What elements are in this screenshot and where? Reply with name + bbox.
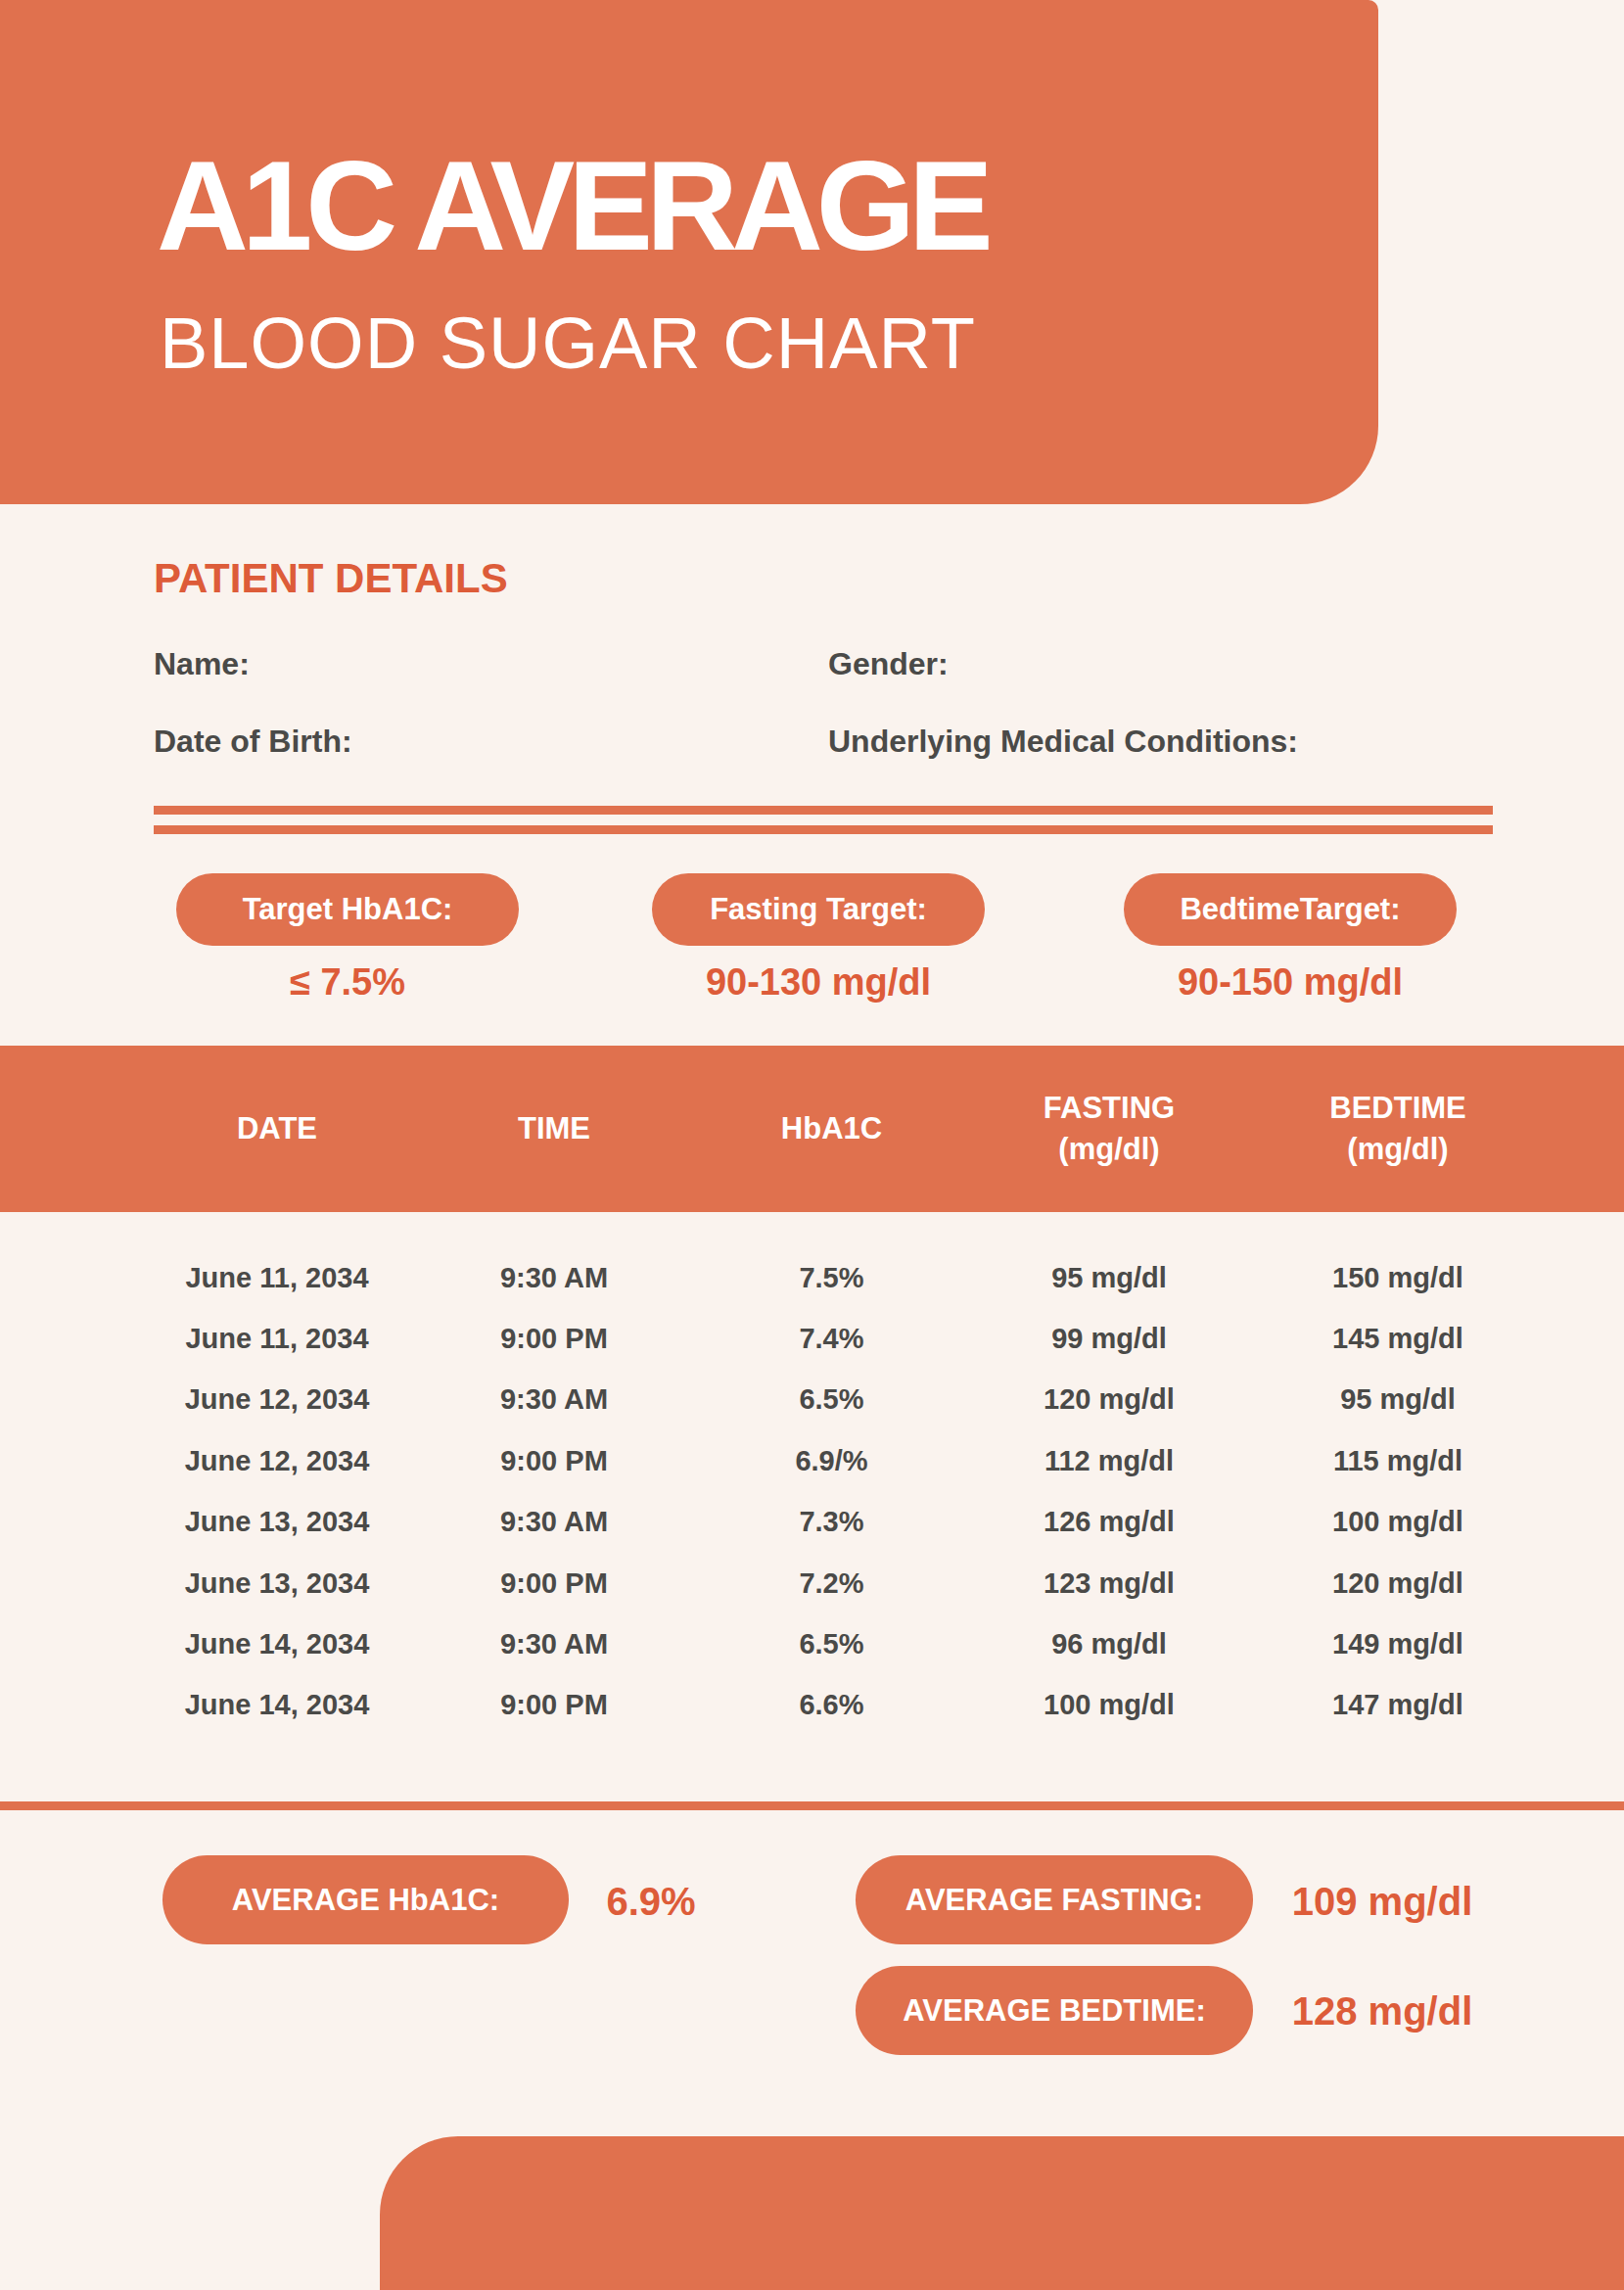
bedtime-target-value: 90-150 mg/dl: [1124, 961, 1457, 1003]
header-banner: A1C AVERAGE BLOOD SUGAR CHART: [0, 0, 1378, 504]
average-hba1c-pill: AVERAGE HbA1C:: [162, 1855, 569, 1944]
bedtime-cell: 100 mg/dl: [1249, 1508, 1547, 1536]
date-cell: June 12, 2034: [140, 1385, 414, 1414]
fasting-cell: 120 mg/dl: [969, 1385, 1249, 1414]
section-divider-line: [0, 1801, 1624, 1810]
time-cell: 9:00 PM: [414, 1691, 694, 1719]
table-row: June 13, 2034 9:00 PM 7.2% 123 mg/dl 120…: [0, 1553, 1624, 1613]
bedtime-cell: 150 mg/dl: [1249, 1264, 1547, 1292]
bedtime-cell: 120 mg/dl: [1249, 1569, 1547, 1598]
hba1c-cell: 6.5%: [694, 1385, 969, 1414]
fasting-cell: 126 mg/dl: [969, 1508, 1249, 1536]
fasting-target-label: Fasting Target:: [710, 892, 927, 927]
target-hba1c-pill: Target HbA1C:: [176, 873, 519, 946]
patient-details-heading: PATIENT DETAILS: [154, 558, 508, 599]
average-bedtime-value: 128 mg/dl: [1273, 1991, 1492, 2031]
fasting-cell: 95 mg/dl: [969, 1264, 1249, 1292]
column-header-date: DATE: [140, 1108, 414, 1149]
hba1c-cell: 6.9/%: [694, 1447, 969, 1475]
date-cell: June 11, 2034: [140, 1264, 414, 1292]
table-row: June 12, 2034 9:30 AM 6.5% 120 mg/dl 95 …: [0, 1370, 1624, 1430]
table-row: June 12, 2034 9:00 PM 6.9/% 112 mg/dl 11…: [0, 1430, 1624, 1491]
fasting-cell: 112 mg/dl: [969, 1447, 1249, 1475]
medical-conditions-label: Underlying Medical Conditions:: [828, 725, 1298, 757]
column-header-hba1c: HbA1C: [694, 1108, 969, 1149]
fasting-cell: 99 mg/dl: [969, 1325, 1249, 1353]
hba1c-cell: 7.3%: [694, 1508, 969, 1536]
table-row: June 13, 2034 9:30 AM 7.3% 126 mg/dl 100…: [0, 1492, 1624, 1553]
name-label: Name:: [154, 648, 250, 679]
hba1c-cell: 6.6%: [694, 1691, 969, 1719]
footer-banner: [380, 2136, 1624, 2290]
time-cell: 9:30 AM: [414, 1385, 694, 1414]
average-fasting-label: AVERAGE FASTING:: [905, 1883, 1203, 1918]
average-fasting-value: 109 mg/dl: [1273, 1882, 1492, 1921]
table-row: June 14, 2034 9:00 PM 6.6% 100 mg/dl 147…: [0, 1675, 1624, 1736]
gender-label: Gender:: [828, 648, 949, 679]
bedtime-cell: 95 mg/dl: [1249, 1385, 1547, 1414]
readings-table: June 11, 2034 9:30 AM 7.5% 95 mg/dl 150 …: [0, 1247, 1624, 1736]
average-fasting-pill: AVERAGE FASTING:: [856, 1855, 1253, 1944]
hba1c-cell: 6.5%: [694, 1630, 969, 1659]
time-cell: 9:30 AM: [414, 1508, 694, 1536]
date-cell: June 13, 2034: [140, 1569, 414, 1598]
column-header-fasting: FASTING (mg/dl): [969, 1088, 1249, 1170]
fasting-cell: 123 mg/dl: [969, 1569, 1249, 1598]
column-header-bedtime: BEDTIME (mg/dl): [1249, 1088, 1547, 1170]
time-cell: 9:30 AM: [414, 1630, 694, 1659]
target-hba1c-label: Target HbA1C:: [243, 892, 453, 927]
page-subtitle: BLOOD SUGAR CHART: [160, 307, 976, 380]
target-hba1c-value: ≤ 7.5%: [181, 961, 514, 1003]
date-cell: June 14, 2034: [140, 1691, 414, 1719]
hba1c-cell: 7.2%: [694, 1569, 969, 1598]
date-of-birth-label: Date of Birth:: [154, 725, 352, 757]
date-cell: June 14, 2034: [140, 1630, 414, 1659]
average-hba1c-value: 6.9%: [568, 1882, 734, 1921]
time-cell: 9:00 PM: [414, 1569, 694, 1598]
bedtime-cell: 145 mg/dl: [1249, 1325, 1547, 1353]
date-cell: June 12, 2034: [140, 1447, 414, 1475]
average-bedtime-pill: AVERAGE BEDTIME:: [856, 1966, 1253, 2055]
table-row: June 11, 2034 9:00 PM 7.4% 99 mg/dl 145 …: [0, 1308, 1624, 1369]
fasting-target-value: 90-130 mg/dl: [652, 961, 985, 1003]
bedtime-cell: 149 mg/dl: [1249, 1630, 1547, 1659]
time-cell: 9:00 PM: [414, 1447, 694, 1475]
fasting-target-pill: Fasting Target:: [652, 873, 985, 946]
bedtime-target-label: BedtimeTarget:: [1180, 892, 1400, 927]
date-cell: June 13, 2034: [140, 1508, 414, 1536]
date-cell: June 11, 2034: [140, 1325, 414, 1353]
page-title: A1C AVERAGE: [157, 142, 987, 269]
fasting-cell: 100 mg/dl: [969, 1691, 1249, 1719]
time-cell: 9:00 PM: [414, 1325, 694, 1353]
divider-line-top: [154, 806, 1493, 815]
table-row: June 14, 2034 9:30 AM 6.5% 96 mg/dl 149 …: [0, 1613, 1624, 1674]
bedtime-cell: 147 mg/dl: [1249, 1691, 1547, 1719]
table-header-row: DATE TIME HbA1C FASTING (mg/dl) BEDTIME …: [0, 1046, 1624, 1212]
time-cell: 9:30 AM: [414, 1264, 694, 1292]
table-row: June 11, 2034 9:30 AM 7.5% 95 mg/dl 150 …: [0, 1247, 1624, 1308]
hba1c-cell: 7.4%: [694, 1325, 969, 1353]
fasting-cell: 96 mg/dl: [969, 1630, 1249, 1659]
hba1c-cell: 7.5%: [694, 1264, 969, 1292]
blood-sugar-chart-page: A1C AVERAGE BLOOD SUGAR CHART PATIENT DE…: [0, 0, 1624, 2290]
average-bedtime-label: AVERAGE BEDTIME:: [903, 1993, 1205, 2029]
divider-line-bottom: [154, 825, 1493, 834]
column-header-time: TIME: [414, 1108, 694, 1149]
bedtime-target-pill: BedtimeTarget:: [1124, 873, 1457, 946]
bedtime-cell: 115 mg/dl: [1249, 1447, 1547, 1475]
average-hba1c-label: AVERAGE HbA1C:: [232, 1883, 499, 1918]
